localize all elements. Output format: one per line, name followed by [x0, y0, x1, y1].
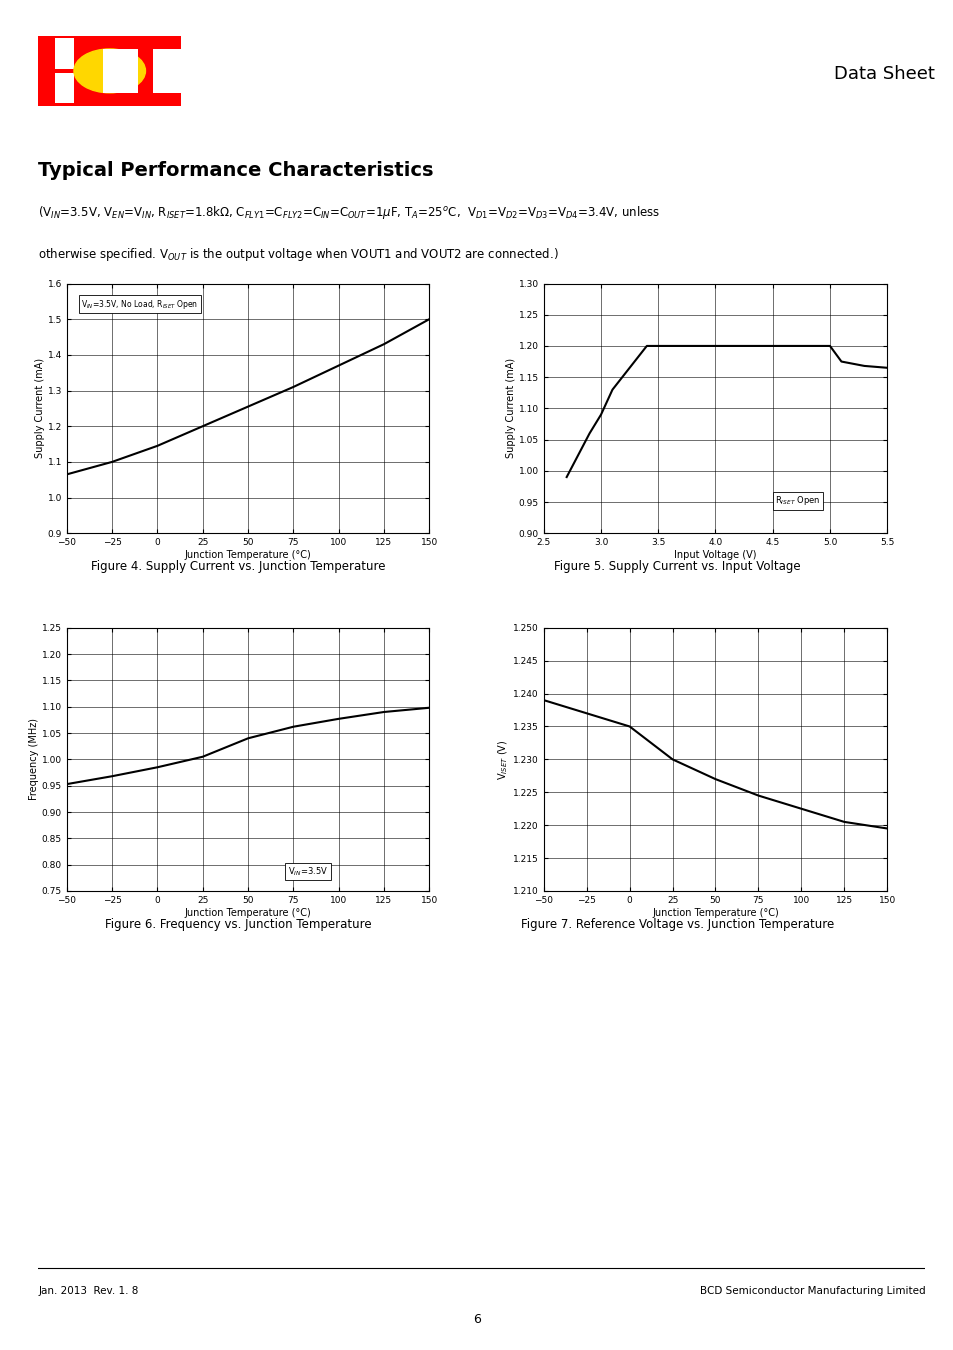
- X-axis label: Junction Temperature (°C): Junction Temperature (°C): [185, 907, 311, 918]
- Circle shape: [74, 49, 145, 93]
- X-axis label: Junction Temperature (°C): Junction Temperature (°C): [652, 907, 778, 918]
- Y-axis label: V$_{ISET}$ (V): V$_{ISET}$ (V): [497, 740, 510, 779]
- Text: (V$_{IN}$=3.5V, V$_{EN}$=V$_{IN}$, R$_{ISET}$=1.8k$\Omega$, C$_{FLY1}$=C$_{FLY2}: (V$_{IN}$=3.5V, V$_{EN}$=V$_{IN}$, R$_{I…: [38, 204, 659, 220]
- Text: Figure 4. Supply Current vs. Junction Temperature: Figure 4. Supply Current vs. Junction Te…: [91, 560, 385, 572]
- Y-axis label: Supply Current (mA): Supply Current (mA): [34, 358, 45, 459]
- Text: 6: 6: [473, 1314, 480, 1326]
- FancyBboxPatch shape: [132, 36, 181, 107]
- X-axis label: Input Voltage (V): Input Voltage (V): [674, 549, 756, 560]
- Text: V$_{IN}$=3.5V: V$_{IN}$=3.5V: [288, 865, 328, 878]
- FancyBboxPatch shape: [81, 36, 132, 107]
- Text: 4-Channel Charge Pump  LED Driver with Current Balancing and Wide Range PWM Dimm: 4-Channel Charge Pump LED Driver with Cu…: [49, 117, 639, 128]
- FancyBboxPatch shape: [55, 38, 74, 69]
- Text: R$_{ISET}$ Open: R$_{ISET}$ Open: [774, 494, 820, 508]
- Text: Figure 7. Reference Voltage vs. Junction Temperature: Figure 7. Reference Voltage vs. Junction…: [520, 918, 833, 930]
- FancyBboxPatch shape: [55, 73, 74, 104]
- Text: V$_{IN}$=3.5V, No Load, R$_{ISET}$ Open: V$_{IN}$=3.5V, No Load, R$_{ISET}$ Open: [81, 298, 198, 311]
- X-axis label: Junction Temperature (°C): Junction Temperature (°C): [185, 549, 311, 560]
- FancyBboxPatch shape: [38, 36, 81, 107]
- FancyBboxPatch shape: [103, 49, 138, 93]
- Y-axis label: Supply Current (mA): Supply Current (mA): [505, 358, 516, 459]
- Text: Figure 5. Supply Current vs. Input Voltage: Figure 5. Supply Current vs. Input Volta…: [554, 560, 800, 572]
- Text: BCD Semiconductor Manufacturing Limited: BCD Semiconductor Manufacturing Limited: [699, 1285, 924, 1296]
- Text: Typical Performance Characteristics: Typical Performance Characteristics: [38, 161, 434, 180]
- Text: Data Sheet: Data Sheet: [833, 65, 934, 84]
- Text: otherwise specified. V$_{OUT}$ is the output voltage when VOUT1 and VOUT2 are co: otherwise specified. V$_{OUT}$ is the ou…: [38, 246, 558, 263]
- Y-axis label: Frequency (MHz): Frequency (MHz): [29, 718, 39, 801]
- Text: Figure 6. Frequency vs. Junction Temperature: Figure 6. Frequency vs. Junction Tempera…: [105, 918, 372, 930]
- Text: Jan. 2013  Rev. 1. 8: Jan. 2013 Rev. 1. 8: [38, 1285, 138, 1296]
- FancyBboxPatch shape: [152, 49, 189, 93]
